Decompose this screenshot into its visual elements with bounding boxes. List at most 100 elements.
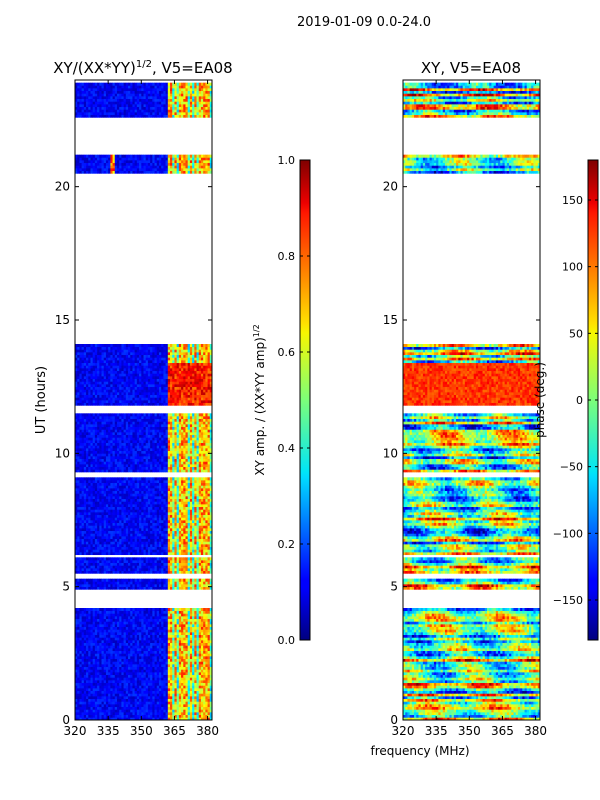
heatmap-cell xyxy=(86,584,89,588)
heatmap-cell xyxy=(79,664,82,668)
heatmap-cell xyxy=(123,541,127,545)
heatmap-cell xyxy=(147,621,151,625)
heatmap-cell xyxy=(161,485,164,489)
heatmap-cell xyxy=(176,674,180,678)
heatmap-cell xyxy=(128,506,131,510)
heatmap-cell xyxy=(187,514,191,518)
heatmap-cell xyxy=(119,672,122,676)
heatmap-cell xyxy=(108,709,111,713)
heatmap-cell xyxy=(134,509,138,513)
heatmap-cell xyxy=(86,682,89,686)
heatmap-cell xyxy=(187,578,191,582)
heatmap-cell xyxy=(116,477,120,481)
heatmap-cell xyxy=(172,538,175,542)
heatmap-cell xyxy=(97,552,100,556)
heatmap-cell xyxy=(116,525,120,529)
heatmap-cell xyxy=(165,629,169,633)
heatmap-cell xyxy=(207,650,211,654)
heatmap-cell xyxy=(203,690,206,694)
heatmap-cell xyxy=(154,485,158,489)
heatmap-cell xyxy=(121,648,124,652)
heatmap-cell xyxy=(81,488,85,492)
heatmap-cell xyxy=(181,610,184,614)
heatmap-cell xyxy=(132,698,136,702)
heatmap-cell xyxy=(185,549,189,553)
heatmap-cell xyxy=(189,485,193,489)
heatmap-cell xyxy=(192,482,195,486)
heatmap-cell xyxy=(121,693,124,697)
heatmap-cell xyxy=(165,645,169,649)
heatmap-cell xyxy=(172,581,175,585)
heatmap-cell xyxy=(161,661,164,665)
heatmap-cell xyxy=(134,624,138,628)
heatmap-cell xyxy=(128,696,131,700)
heatmap-cell xyxy=(116,632,120,636)
heatmap-cell xyxy=(189,645,193,649)
heatmap-cell xyxy=(203,570,206,574)
heatmap-cell xyxy=(154,648,158,652)
heatmap-cell xyxy=(145,616,149,620)
heatmap-cell xyxy=(156,690,160,694)
heatmap-cell xyxy=(189,578,193,582)
heatmap-cell xyxy=(154,698,158,702)
heatmap-cell xyxy=(116,672,120,676)
heatmap-cell xyxy=(156,624,160,628)
heatmap-cell xyxy=(200,666,204,670)
heatmap-cell xyxy=(103,693,107,697)
heatmap-cell xyxy=(108,525,111,529)
heatmap-cell xyxy=(90,674,94,678)
heatmap-cell xyxy=(189,701,193,705)
heatmap-cell xyxy=(81,672,85,676)
heatmap-cell xyxy=(198,693,202,697)
heatmap-cell xyxy=(81,522,85,526)
heatmap-cell xyxy=(77,536,80,540)
heatmap-cell xyxy=(139,616,142,620)
heatmap-cell xyxy=(200,552,204,556)
heatmap-cell xyxy=(192,517,195,521)
heatmap-cell xyxy=(150,616,153,620)
heatmap-cell xyxy=(167,517,171,521)
heatmap-cell xyxy=(181,506,184,510)
heatmap-cell xyxy=(110,490,113,494)
heatmap-cell xyxy=(192,666,195,670)
heatmap-cell xyxy=(94,546,98,550)
heatmap-cell xyxy=(158,538,162,542)
heatmap-cell xyxy=(139,613,142,617)
heatmap-cell xyxy=(136,514,140,518)
heatmap-cell xyxy=(75,698,78,702)
heatmap-cell xyxy=(187,493,191,497)
heatmap-cell xyxy=(116,666,120,670)
heatmap-cell xyxy=(119,637,122,641)
heatmap-cell xyxy=(116,637,120,641)
heatmap-cell xyxy=(128,648,131,652)
heatmap-cell xyxy=(101,717,105,720)
heatmap-cell xyxy=(196,581,200,585)
heatmap-cell xyxy=(189,514,193,518)
heatmap-cell xyxy=(176,557,180,561)
heatmap-cell xyxy=(139,570,142,574)
heatmap-cell xyxy=(81,584,85,588)
heatmap-cell xyxy=(165,570,169,574)
heatmap-cell xyxy=(196,538,200,542)
heatmap-cell xyxy=(121,525,124,529)
heatmap-cell xyxy=(99,608,102,612)
heatmap-cell xyxy=(192,632,195,636)
heatmap-cell xyxy=(99,632,102,636)
heatmap-cell xyxy=(136,626,140,630)
heatmap-cell xyxy=(81,504,85,508)
heatmap-cell xyxy=(161,557,164,561)
heatmap-cell xyxy=(103,584,107,588)
heatmap-cell xyxy=(200,613,204,617)
heatmap-cell xyxy=(141,482,144,486)
heatmap-cell xyxy=(161,570,164,574)
heatmap-cell xyxy=(209,533,212,537)
heatmap-cell xyxy=(194,616,197,620)
heatmap-cell xyxy=(136,530,140,534)
heatmap-cell xyxy=(141,501,144,505)
heatmap-cell xyxy=(147,658,151,662)
heatmap-cell xyxy=(92,480,96,484)
heatmap-cell xyxy=(203,709,206,713)
heatmap-cell xyxy=(192,570,195,574)
heatmap-cell xyxy=(207,624,211,628)
heatmap-cell xyxy=(132,661,136,665)
